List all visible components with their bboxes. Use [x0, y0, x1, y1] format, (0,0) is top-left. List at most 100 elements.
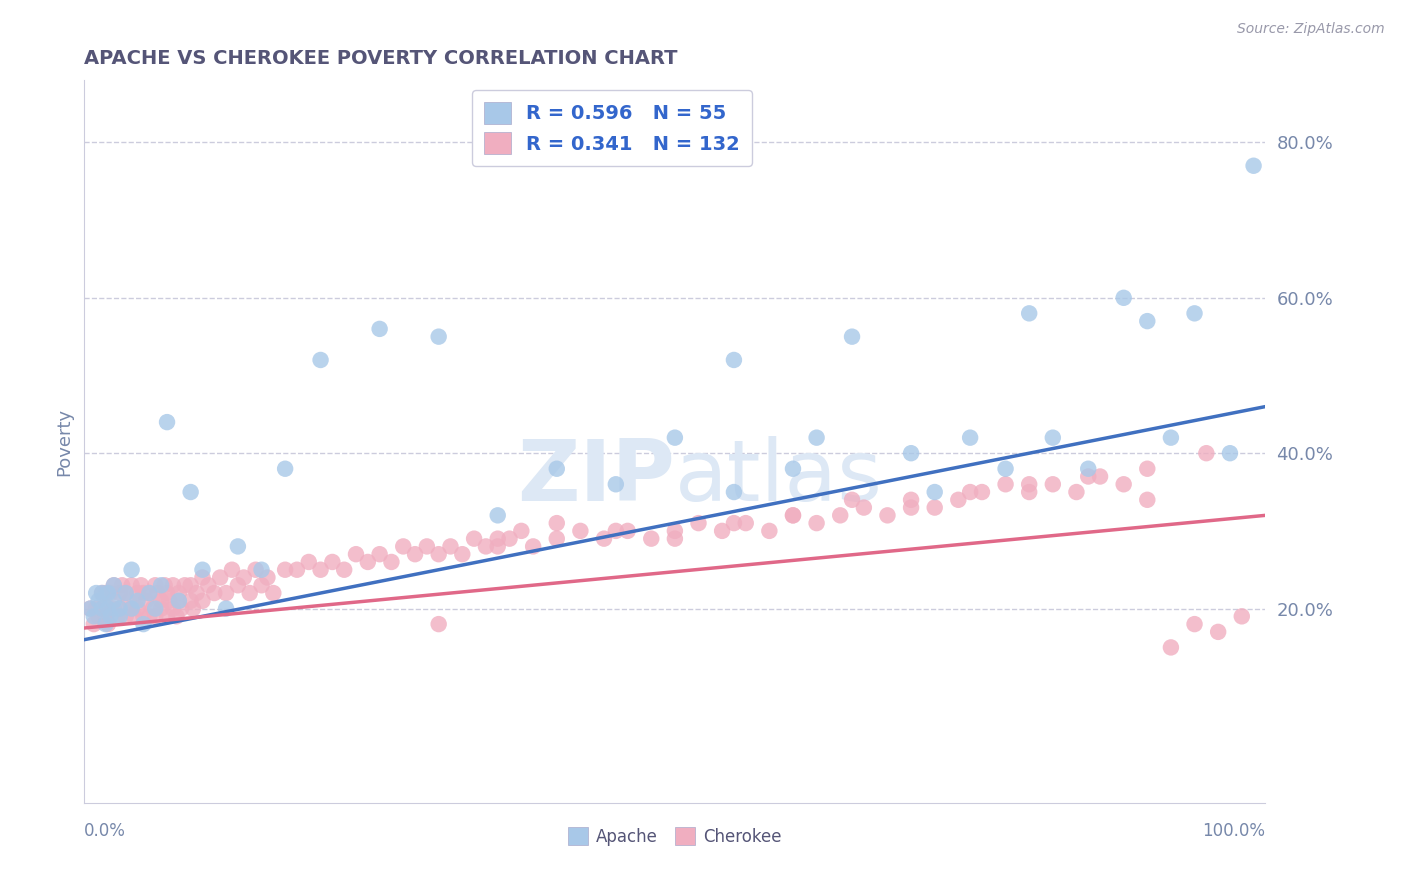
Point: [87, 594, 110, 608]
Point: [121, 601, 143, 615]
Point: [245, 563, 267, 577]
Point: [688, 516, 710, 530]
Point: [948, 492, 970, 507]
Point: [186, 586, 208, 600]
Point: [138, 586, 160, 600]
Point: [1184, 617, 1206, 632]
Point: [83, 609, 105, 624]
Point: [959, 485, 981, 500]
Point: [209, 570, 232, 584]
Point: [103, 594, 125, 608]
Point: [380, 555, 402, 569]
Point: [924, 500, 946, 515]
Point: [215, 586, 238, 600]
Point: [392, 540, 415, 554]
Point: [83, 617, 105, 632]
Point: [723, 353, 745, 368]
Point: [232, 570, 254, 584]
Point: [79, 601, 101, 615]
Point: [111, 578, 134, 592]
Point: [439, 540, 461, 554]
Point: [924, 485, 946, 500]
Point: [664, 431, 686, 445]
Point: [368, 322, 391, 336]
Point: [1160, 431, 1182, 445]
Point: [876, 508, 898, 523]
Point: [127, 601, 149, 615]
Point: [451, 547, 474, 561]
Point: [226, 540, 249, 554]
Point: [191, 594, 214, 608]
Point: [226, 578, 249, 592]
Point: [180, 485, 202, 500]
Point: [98, 609, 121, 624]
Point: [1112, 291, 1135, 305]
Point: [191, 563, 214, 577]
Point: [605, 524, 627, 538]
Point: [143, 578, 166, 592]
Point: [357, 555, 380, 569]
Point: [103, 578, 125, 592]
Point: [593, 532, 616, 546]
Point: [132, 617, 155, 632]
Point: [486, 508, 509, 523]
Point: [97, 617, 120, 632]
Point: [97, 601, 120, 615]
Point: [994, 461, 1017, 475]
Point: [723, 516, 745, 530]
Point: [121, 563, 143, 577]
Point: [1018, 306, 1040, 320]
Point: [157, 594, 180, 608]
Point: [108, 586, 131, 600]
Point: [1018, 485, 1040, 500]
Point: [156, 415, 179, 429]
Point: [84, 586, 107, 600]
Point: [129, 578, 152, 592]
Point: [498, 532, 520, 546]
Point: [138, 609, 160, 624]
Point: [91, 586, 114, 600]
Point: [1136, 461, 1159, 475]
Point: [994, 477, 1017, 491]
Text: APACHE VS CHEROKEE POVERTY CORRELATION CHART: APACHE VS CHEROKEE POVERTY CORRELATION C…: [84, 48, 678, 68]
Point: [221, 563, 243, 577]
Point: [1136, 492, 1159, 507]
Legend: R = 0.596   N = 55, R = 0.341   N = 132: R = 0.596 N = 55, R = 0.341 N = 132: [472, 90, 752, 166]
Point: [103, 578, 125, 592]
Point: [486, 532, 509, 546]
Point: [103, 601, 125, 615]
Point: [416, 540, 439, 554]
Point: [250, 563, 273, 577]
Point: [132, 586, 155, 600]
Point: [486, 540, 509, 554]
Point: [156, 609, 179, 624]
Point: [640, 532, 662, 546]
Point: [782, 508, 804, 523]
Point: [114, 609, 136, 624]
Point: [298, 555, 321, 569]
Point: [121, 601, 143, 615]
Point: [167, 594, 190, 608]
Point: [1066, 485, 1088, 500]
Point: [1077, 461, 1099, 475]
Point: [427, 329, 450, 343]
Point: [546, 532, 568, 546]
Point: [782, 461, 804, 475]
Point: [138, 586, 160, 600]
Point: [121, 578, 143, 592]
Point: [1077, 469, 1099, 483]
Text: 0.0%: 0.0%: [84, 822, 127, 840]
Point: [1219, 446, 1241, 460]
Point: [150, 601, 173, 615]
Point: [404, 547, 426, 561]
Point: [150, 578, 173, 592]
Point: [132, 609, 155, 624]
Point: [127, 594, 149, 608]
Point: [321, 555, 343, 569]
Point: [309, 563, 332, 577]
Point: [87, 609, 110, 624]
Point: [197, 578, 219, 592]
Point: [108, 601, 131, 615]
Point: [522, 540, 544, 554]
Point: [1136, 314, 1159, 328]
